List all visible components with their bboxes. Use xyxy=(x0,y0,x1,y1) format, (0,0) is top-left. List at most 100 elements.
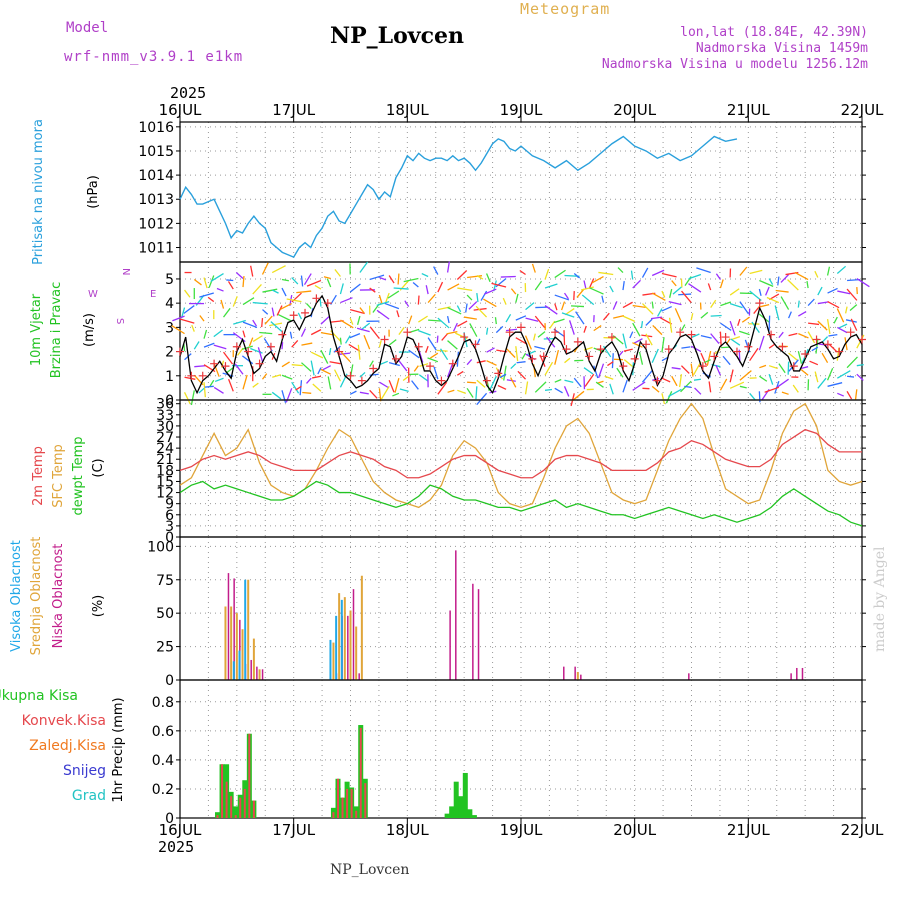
wind-barb xyxy=(741,316,751,323)
wind-barb xyxy=(242,276,245,288)
wind-barb xyxy=(690,313,694,321)
y-tick-label: 30 xyxy=(156,419,174,435)
wind-barb xyxy=(580,286,594,291)
wind-barb xyxy=(369,373,379,376)
high-cloud-ylabel: Visoka Oblacnost xyxy=(9,540,24,652)
wind-barb xyxy=(719,279,724,289)
wind-barb xyxy=(262,309,269,315)
meteogram-label: Meteogram xyxy=(520,0,611,18)
wind-barb xyxy=(190,390,195,406)
y-tick-label: 5 xyxy=(165,272,174,288)
wind-gust-marker xyxy=(471,340,480,349)
wind-barb xyxy=(575,311,585,325)
wind-barb xyxy=(203,364,216,373)
wind-gust-marker xyxy=(789,362,798,371)
wind-barb xyxy=(837,290,851,295)
wind-barb xyxy=(598,271,614,276)
wind-gust-marker xyxy=(835,347,844,356)
wind-barb xyxy=(295,385,302,391)
wind-barb xyxy=(768,373,774,385)
wind-barb xyxy=(715,364,721,376)
lonlat-label: lon,lat (18.84E, 42.39N) xyxy=(680,25,868,40)
wind-barb xyxy=(708,381,712,393)
wind-barb xyxy=(780,274,790,283)
wind-barb xyxy=(554,387,563,394)
wind-barb xyxy=(193,341,200,350)
y-tick-label: 24 xyxy=(156,441,174,457)
precip-total-bar xyxy=(453,781,459,818)
wind-barb xyxy=(766,296,780,304)
wind-barb xyxy=(329,361,341,365)
wind-barb xyxy=(564,308,575,316)
precip-conv-bar xyxy=(230,796,233,818)
wind-barb xyxy=(213,344,227,350)
wind-panel: 0 1 2 3 4 5 xyxy=(165,261,870,409)
y-tick-label: 1015 xyxy=(138,144,174,160)
wind-barb xyxy=(837,326,848,334)
wind-barb xyxy=(418,374,429,382)
wind-gust-marker xyxy=(573,337,582,346)
wind-barb xyxy=(817,286,823,296)
wind-barb xyxy=(465,303,468,313)
wind-barb xyxy=(788,332,798,337)
x-date-label-top: 16JUL xyxy=(159,101,202,119)
wind-barb xyxy=(467,381,477,384)
wind-barb xyxy=(632,381,646,391)
wind-barb xyxy=(310,351,324,359)
elevation-label: Nadmorska Visina 1459m xyxy=(695,41,868,56)
wind-barb xyxy=(296,290,312,294)
wind-barb xyxy=(446,315,450,324)
wind-barb xyxy=(222,351,234,365)
wind-barb xyxy=(604,375,614,380)
wind-barb xyxy=(356,327,370,333)
wind-barb xyxy=(476,274,484,280)
wind-gust-marker xyxy=(448,359,457,368)
y-tick-label: 3 xyxy=(165,320,174,336)
wind-barb xyxy=(384,302,400,310)
wind-barb xyxy=(768,343,776,349)
wind-barb xyxy=(581,294,595,306)
y-tick-label: 1012 xyxy=(138,216,174,232)
y-tick-label: 0.4 xyxy=(152,753,174,769)
wind-barb xyxy=(696,267,711,274)
wind-barb xyxy=(661,305,672,312)
wind-gust-marker xyxy=(812,335,821,344)
x-date-label-bottom: 19JUL xyxy=(500,821,543,839)
x-date-label-top: 20JUL xyxy=(613,101,656,119)
x-date-label-bottom: 16JUL xyxy=(159,821,202,839)
cloud-unit: (%) xyxy=(91,595,106,618)
wind-barb xyxy=(314,284,322,290)
wind-gust-marker xyxy=(369,364,378,373)
wind-barb xyxy=(447,283,460,291)
wind-barb xyxy=(447,306,462,315)
wind-barb xyxy=(281,390,287,403)
wind-barb xyxy=(213,386,224,394)
wind-barb xyxy=(394,378,400,393)
wind-barb xyxy=(622,315,636,322)
wind-barb xyxy=(388,362,400,367)
wind-barb xyxy=(339,352,351,355)
wind-barb xyxy=(515,346,519,362)
y-tick-label: 0.8 xyxy=(152,695,174,711)
wind-barb xyxy=(640,321,644,329)
wind-barb xyxy=(661,377,671,383)
wind-barb xyxy=(671,367,681,370)
wind-barb xyxy=(300,328,306,337)
wind-speed-line xyxy=(179,294,863,395)
wind-barb xyxy=(778,363,786,374)
wind-barb xyxy=(183,392,191,405)
wind-barb xyxy=(300,275,304,287)
wind-barb xyxy=(521,352,527,360)
wind-barb xyxy=(759,364,767,369)
wind-barb xyxy=(774,305,780,321)
wind-barb xyxy=(768,365,778,370)
wind-barb xyxy=(700,334,712,339)
wind-barb xyxy=(281,361,290,368)
wind-gust-marker xyxy=(698,362,707,371)
wind-barb xyxy=(690,333,700,339)
wind-barb xyxy=(657,308,663,317)
wind-barb xyxy=(262,288,278,293)
wind-barb xyxy=(671,280,677,287)
y-tick-label: 50 xyxy=(156,606,174,622)
wind-barb xyxy=(609,383,614,395)
